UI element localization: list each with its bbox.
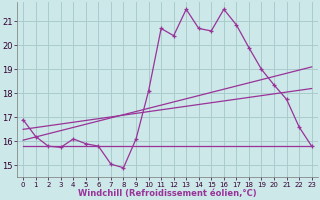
X-axis label: Windchill (Refroidissement éolien,°C): Windchill (Refroidissement éolien,°C) bbox=[78, 189, 257, 198]
